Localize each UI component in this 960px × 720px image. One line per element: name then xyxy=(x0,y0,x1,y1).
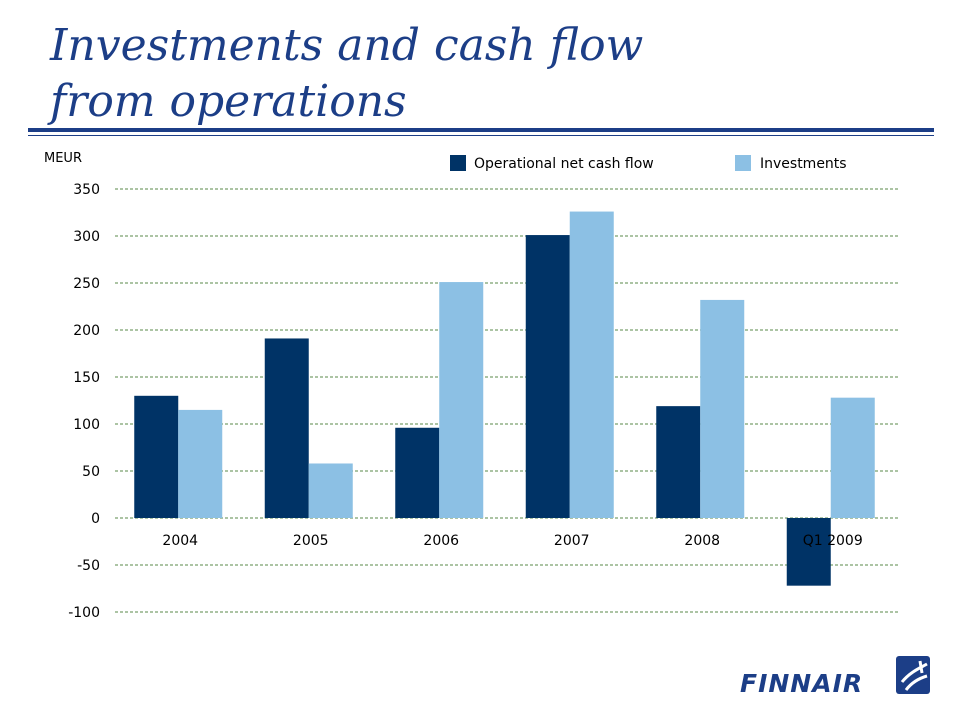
y-tick-label: -50 xyxy=(77,558,100,574)
x-tick-label-2008: 2008 xyxy=(684,533,720,549)
y-tick-label: 350 xyxy=(73,182,100,198)
bar-operational-net-cash-flow-2004 xyxy=(134,395,179,518)
slide-title: Investments and cash flow from operation… xyxy=(50,18,643,130)
y-tick-label: 100 xyxy=(73,417,100,433)
grid-lines xyxy=(115,188,898,613)
finnair-logo: FINNAIR xyxy=(740,656,930,698)
y-tick-labels: 350 300 250 200 150 100 50 0 -50 -100 xyxy=(68,182,100,621)
y-tick-label: 250 xyxy=(73,276,100,292)
x-tick-label-q1-2009: Q1 2009 xyxy=(803,533,863,549)
bar-operational-net-cash-flow-q1-2009 xyxy=(786,518,831,586)
y-tick-label: 0 xyxy=(91,511,100,527)
bar-operational-net-cash-flow-2005 xyxy=(264,338,309,518)
x-tick-label-2007: 2007 xyxy=(554,533,590,549)
legend: Operational net cash flow Investments xyxy=(450,155,847,172)
slide-title-line1: Investments and cash flow xyxy=(50,20,644,71)
x-tick-label-2004: 2004 xyxy=(162,533,198,549)
title-underline-thin xyxy=(28,135,934,136)
title-underline xyxy=(28,128,934,132)
y-axis-label: MEUR xyxy=(44,151,82,166)
legend-label-investments: Investments xyxy=(760,156,847,172)
y-tick-label: 50 xyxy=(82,464,100,480)
x-tick-label-2006: 2006 xyxy=(423,533,459,549)
bar-investments-2007 xyxy=(569,211,614,518)
legend-swatch-operational xyxy=(450,155,466,171)
bar-operational-net-cash-flow-2006 xyxy=(395,427,440,518)
x-tick-label-2005: 2005 xyxy=(293,533,329,549)
bar-investments-2008 xyxy=(700,299,745,518)
bar-investments-2004 xyxy=(178,409,223,518)
y-tick-label: 150 xyxy=(73,370,100,386)
bar-operational-net-cash-flow-2008 xyxy=(656,406,701,518)
bar-operational-net-cash-flow-2007 xyxy=(525,235,570,518)
y-tick-label: 200 xyxy=(73,323,100,339)
bar-investments-2006 xyxy=(439,282,484,518)
x-tick-labels: 2004 2005 2006 2007 2008 Q1 2009 xyxy=(162,533,862,549)
bar-investments-2005 xyxy=(308,463,353,518)
legend-label-operational: Operational net cash flow xyxy=(474,156,654,172)
finnair-f-logo-icon xyxy=(896,656,930,694)
bars xyxy=(134,211,875,586)
finnair-wordmark: FINNAIR xyxy=(740,669,863,698)
y-tick-label: -100 xyxy=(68,605,100,621)
y-tick-label: 300 xyxy=(73,229,100,245)
slide-title-line2: from operations xyxy=(50,76,407,127)
legend-swatch-investments xyxy=(735,155,751,171)
bar-investments-q1-2009 xyxy=(830,397,875,518)
